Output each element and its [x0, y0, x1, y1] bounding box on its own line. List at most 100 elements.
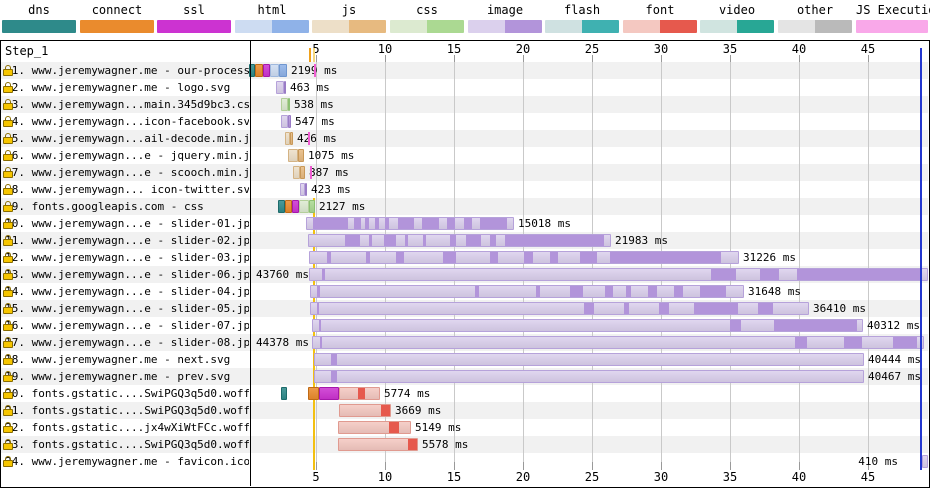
row-stripe	[1, 198, 928, 215]
gridline	[523, 62, 524, 470]
download-chunk	[489, 252, 499, 263]
lock-icon	[3, 439, 13, 450]
row-stripe	[1, 147, 928, 164]
gridline	[454, 62, 455, 470]
request-bar-connect[interactable]	[308, 387, 319, 400]
request-time-label: 426 ms	[297, 132, 337, 145]
request-time-label: 887 ms	[309, 166, 349, 179]
request-bar-dns[interactable]	[281, 387, 287, 400]
gridline	[385, 62, 386, 470]
request-row-6[interactable]: 6. www.jeremywagn...e - jquery.min.js	[1, 147, 249, 164]
axis-tick-label: 5	[312, 470, 320, 484]
request-bar-js-dark[interactable]	[300, 166, 305, 179]
request-bar-image[interactable]	[310, 285, 744, 298]
request-row-2[interactable]: 2. www.jeremywagner.me - logo.svg	[1, 79, 249, 96]
request-bar-dns[interactable]	[249, 64, 255, 77]
request-bar-connect[interactable]	[285, 200, 292, 213]
axis-tick-label: 45	[860, 42, 876, 56]
request-bar-font[interactable]	[339, 387, 380, 400]
request-row-15[interactable]: 15. www.jeremywagn...e - slider-05.jpg	[1, 300, 249, 317]
download-chunk	[381, 405, 390, 416]
request-bar-dns[interactable]	[278, 200, 285, 213]
request-row-9[interactable]: 9. fonts.googleapis.com - css	[1, 198, 249, 215]
request-bar-image-dark[interactable]	[305, 183, 307, 196]
request-row-14[interactable]: 14. www.jeremywagn...e - slider-04.jpg	[1, 283, 249, 300]
lock-icon	[3, 218, 13, 229]
request-bar-connect[interactable]	[255, 64, 263, 77]
request-bar-js-dark[interactable]	[298, 149, 304, 162]
row-stripe	[1, 419, 928, 436]
request-row-1[interactable]: 1. www.jeremywagner.me - our-process	[1, 62, 249, 79]
request-url: www.jeremywagn...e - slider-06.jpg	[25, 268, 249, 281]
request-bar-image[interactable]	[314, 370, 864, 383]
download-chunk	[385, 218, 390, 229]
request-bar-js-light[interactable]	[288, 149, 298, 162]
request-time-label: 31226 ms	[743, 251, 796, 264]
request-url: www.jeremywagner.me - next.svg	[25, 353, 231, 366]
request-bar-image[interactable]	[308, 234, 611, 247]
request-bar-css-dark[interactable]	[309, 200, 315, 213]
request-bar-ssl[interactable]	[292, 200, 299, 213]
row-stripe	[1, 130, 928, 147]
event-line-dom-interactive	[309, 48, 311, 62]
axis-tick-label: 25	[584, 42, 600, 56]
request-bar-image-light[interactable]	[922, 455, 928, 468]
request-bar-font[interactable]	[338, 438, 418, 451]
request-bar-css-light[interactable]	[299, 200, 309, 213]
request-row-3[interactable]: 3. www.jeremywagn...main.345d9bc3.css	[1, 96, 249, 113]
request-row-16[interactable]: 16. www.jeremywagn...e - slider-07.jpg	[1, 317, 249, 334]
request-row-18[interactable]: 18. www.jeremywagner.me - next.svg	[1, 351, 249, 368]
request-row-23[interactable]: 23. fonts.gstatic....SwiPGQ3q5d0.woff2	[1, 436, 249, 453]
request-row-19[interactable]: 19. www.jeremywagner.me - prev.svg	[1, 368, 249, 385]
download-chunk	[357, 388, 366, 399]
axis-tick-mark	[730, 55, 731, 62]
request-url: fonts.gstatic....SwiPGQ3q5d0.woff2	[25, 404, 249, 417]
request-row-7[interactable]: 7. www.jeremywagn...e - scooch.min.js	[1, 164, 249, 181]
request-bar-image-light[interactable]	[281, 115, 288, 128]
request-row-10[interactable]: 10. www.jeremywagn...e - slider-01.jpg	[1, 215, 249, 232]
axis-tick-mark	[868, 55, 869, 62]
request-bar-image[interactable]	[312, 319, 863, 332]
download-chunk	[584, 303, 595, 314]
request-row-24[interactable]: 24. www.jeremywagner.me - favicon.ico	[1, 453, 249, 470]
request-bar-image[interactable]	[312, 336, 924, 349]
legend-item-connect: connect	[80, 2, 154, 36]
request-bar-js-dark[interactable]	[290, 132, 293, 145]
request-bar-ssl[interactable]	[319, 387, 339, 400]
request-bar-image-light[interactable]	[276, 81, 284, 94]
request-bar-css-dark[interactable]	[288, 98, 290, 111]
request-row-12[interactable]: 12. www.jeremywagn...e - slider-03.jpg	[1, 249, 249, 266]
request-bar-font[interactable]	[339, 404, 391, 417]
request-row-4[interactable]: 4. www.jeremywagn...icon-facebook.svg	[1, 113, 249, 130]
request-bar-js-light[interactable]	[293, 166, 300, 179]
request-row-13[interactable]: 13. www.jeremywagn...e - slider-06.jpg	[1, 266, 249, 283]
request-bar-js-light[interactable]	[285, 132, 290, 145]
request-bar-image[interactable]	[314, 353, 864, 366]
axis-tick-label: 10	[377, 42, 393, 56]
lock-icon	[3, 150, 13, 161]
request-row-11[interactable]: 11. www.jeremywagn...e - slider-02.jpg	[1, 232, 249, 249]
request-row-17[interactable]: 17. www.jeremywagn...e - slider-08.jpg	[1, 334, 249, 351]
axis-tick-mark	[385, 55, 386, 62]
request-time-label: 547 ms	[295, 115, 335, 128]
request-row-20[interactable]: 20. fonts.gstatic....SwiPGQ3q5d0.woff2	[1, 385, 249, 402]
request-bar-image[interactable]	[309, 251, 739, 264]
request-bar-image-dark[interactable]	[288, 115, 291, 128]
request-row-21[interactable]: 21. fonts.gstatic....SwiPGQ3q5d0.woff2	[1, 402, 249, 419]
request-bar-ssl[interactable]	[263, 64, 270, 77]
request-row-5[interactable]: 5. www.jeremywagn...ail-decode.min.js	[1, 130, 249, 147]
request-bar-image-light[interactable]	[300, 183, 305, 196]
request-bar-font[interactable]	[338, 421, 411, 434]
request-bar-html-light[interactable]	[270, 64, 279, 77]
request-bar-html-dark[interactable]	[279, 64, 287, 77]
request-bar-image[interactable]	[309, 268, 928, 281]
request-row-22[interactable]: 22. fonts.gstatic....jx4wXiWtFCc.woff2	[1, 419, 249, 436]
request-row-8[interactable]: 8. www.jeremywagn... icon-twitter.svg	[1, 181, 249, 198]
request-bar-image[interactable]	[310, 302, 809, 315]
request-bar-image[interactable]	[306, 217, 514, 230]
legend-swatch	[545, 20, 619, 33]
legend-item-flash: flash	[545, 2, 619, 36]
request-bar-image-dark[interactable]	[284, 81, 286, 94]
request-bar-css-light[interactable]	[281, 98, 288, 111]
request-url: www.jeremywagner.me - logo.svg	[25, 81, 231, 94]
